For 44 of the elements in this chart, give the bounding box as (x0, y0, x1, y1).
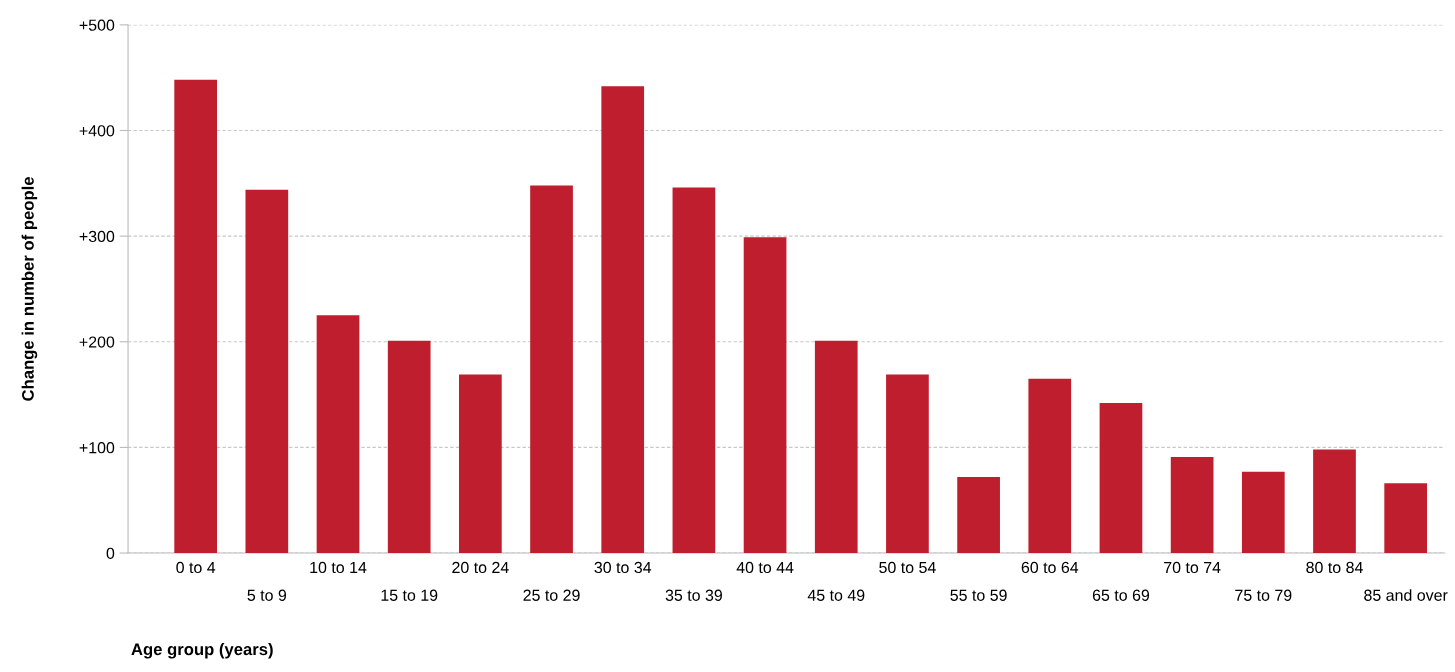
x-tick-label: 50 to 54 (879, 561, 936, 574)
y-tick-label: +500 (79, 19, 115, 31)
x-tick-label: 30 to 34 (594, 561, 652, 574)
y-tick-label: +100 (79, 442, 115, 454)
bar (530, 185, 573, 554)
bar (743, 237, 787, 554)
x-tick-label: 20 to 24 (452, 561, 509, 574)
bar (601, 86, 645, 554)
x-tick-label: 55 to 59 (950, 589, 1007, 601)
bar (459, 374, 502, 554)
bar (1241, 471, 1285, 554)
y-tick-label: +400 (79, 125, 115, 137)
y-axis-title: Change in number of people (21, 177, 38, 401)
bar (1099, 403, 1143, 554)
bar (174, 79, 218, 554)
x-tick-label: 80 to 84 (1306, 561, 1363, 574)
x-tick-label: 45 to 49 (807, 589, 865, 601)
x-axis-title: Age group (years) (131, 642, 273, 659)
bar (1170, 456, 1214, 554)
bar (814, 340, 858, 554)
x-tick-label: 75 to 79 (1235, 589, 1292, 601)
x-tick-label: 35 to 39 (665, 589, 723, 601)
bar (672, 187, 716, 554)
y-tick-label: +200 (79, 336, 115, 348)
x-tick-label: 60 to 64 (1021, 561, 1079, 574)
x-tick-label: 40 to 44 (736, 561, 794, 574)
x-tick-label: 10 to 14 (310, 561, 367, 574)
bar (245, 189, 289, 554)
x-tick-label: 5 to 9 (247, 589, 287, 601)
x-tick-label: 65 to 69 (1092, 589, 1150, 601)
x-tick-label: 25 to 29 (523, 589, 580, 601)
bar (1384, 483, 1428, 554)
x-tick-label: 0 to 4 (176, 561, 216, 574)
y-tick-label: +300 (79, 230, 115, 243)
x-tick-label: 15 to 19 (381, 589, 438, 601)
bar (886, 374, 929, 554)
y-tick-label: 0 (106, 547, 115, 559)
bar (387, 340, 431, 554)
bar (1313, 449, 1356, 554)
x-tick-label: 85 and over (1364, 589, 1448, 601)
bar (1028, 378, 1072, 554)
bar (957, 477, 1000, 554)
x-tick-label: 70 to 74 (1164, 561, 1221, 574)
bar (316, 315, 360, 554)
